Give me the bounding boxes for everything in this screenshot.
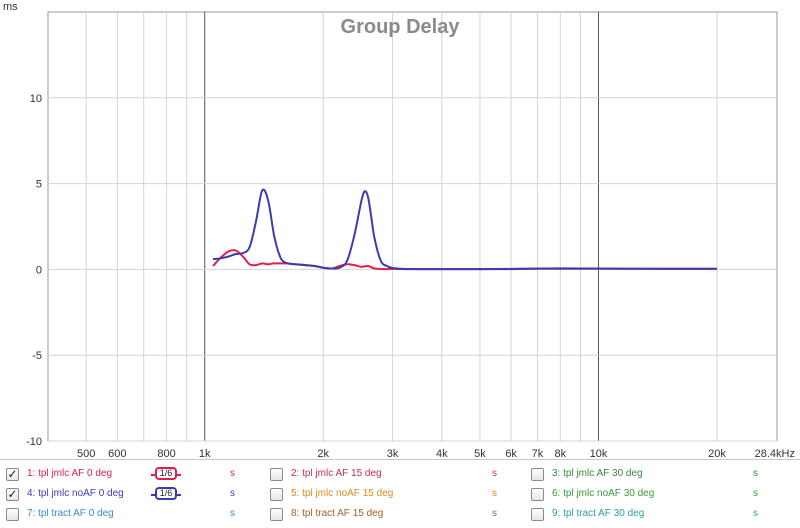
y-axis-label: ms (3, 1, 18, 13)
legend-label: 7: tpl tract AF 0 deg (27, 508, 114, 519)
legend-checkbox[interactable] (6, 508, 19, 521)
legend-unit: s (230, 508, 235, 519)
x-tick-label: 28.4kHz (755, 448, 795, 459)
series-lines (212, 188, 717, 271)
legend-label: 4: tpl jmlc noAF 0 deg (27, 488, 124, 499)
smoothing-button[interactable]: 1/6 (151, 487, 181, 500)
x-tick-label: 600 (108, 448, 126, 459)
series-line-2 (212, 188, 717, 271)
legend-label: 8: tpl tract AF 15 deg (291, 508, 384, 519)
plot-area (47, 11, 778, 442)
y-tick-label: -10 (26, 436, 42, 448)
legend-item: 6: tpl jmlc noAF 30 deg s (531, 485, 781, 503)
legend-unit: s (230, 488, 235, 499)
legend-label: 5: tpl jmlc noAF 15 deg (291, 488, 394, 499)
y-tick-label: -5 (32, 350, 42, 362)
x-tick-label: 3k (387, 448, 399, 459)
x-tick-label: 10k (590, 448, 608, 459)
x-tick-label: 4k (436, 448, 448, 459)
legend-label: 3: tpl jmlc AF 30 deg (552, 468, 643, 479)
legend-label: 9: tpl tract AF 30 deg (552, 508, 645, 519)
legend-checkbox[interactable]: ✓ (6, 467, 19, 481)
tick-labels: 10 5 0 -5 -10 500 600 800 1k 2k 3k 4k 5k 6k 7k 8k 10k 20k… (26, 93, 795, 459)
y-tick-label: 10 (30, 93, 42, 105)
legend-checkbox[interactable] (270, 488, 283, 501)
legend-unit: s (753, 488, 758, 499)
x-tick-label: 8k (555, 448, 567, 459)
legend-label: 1: tpl jmlc AF 0 deg (27, 468, 113, 479)
legend-unit: s (492, 488, 497, 499)
x-tick-label: 6k (505, 448, 517, 459)
x-tick-label: 20k (708, 448, 726, 459)
legend-unit: s (230, 468, 235, 479)
grid-lines (48, 12, 777, 442)
legend-label: 2: tpl jmlc AF 15 deg (291, 468, 382, 479)
x-tick-label: 800 (157, 448, 175, 459)
legend-unit: s (753, 508, 758, 519)
y-tick-label: 5 (36, 179, 42, 191)
legend-item: 5: tpl jmlc noAF 15 deg s (270, 485, 520, 503)
smoothing-label: 1/6 (154, 487, 178, 500)
legend-panel: ✓ 1: tpl jmlc AF 0 deg 1/6 s 2: tpl jmlc AF … (0, 459, 800, 528)
x-tick-label: 1k (199, 448, 211, 459)
legend-checkbox[interactable] (270, 468, 283, 481)
legend-item: 7: tpl tract AF 0 deg s (6, 505, 256, 523)
legend-checkbox[interactable] (270, 508, 283, 521)
legend-item: ✓ 1: tpl jmlc AF 0 deg 1/6 s (6, 465, 256, 483)
legend-item: 2: tpl jmlc AF 15 deg s (270, 465, 520, 483)
legend-item: ✓ 4: tpl jmlc noAF 0 deg 1/6 s (6, 485, 256, 503)
legend-item: 8: tpl tract AF 15 deg s (270, 505, 520, 523)
legend-checkbox[interactable] (531, 508, 544, 521)
smoothing-button[interactable]: 1/6 (151, 467, 181, 480)
group-delay-chart: 10 5 0 -5 -10 500 600 800 1k 2k 3k 4k 5k 6k 7k 8k 10k 20k… (3, 1, 795, 459)
smoothing-label: 1/6 (154, 467, 178, 480)
legend-checkbox[interactable] (531, 468, 544, 481)
chart-title: Group Delay (341, 16, 461, 38)
legend-checkbox[interactable] (531, 488, 544, 501)
legend-unit: s (492, 508, 497, 519)
legend-unit: s (753, 468, 758, 479)
legend-unit: s (492, 468, 497, 479)
x-tick-label: 5k (474, 448, 486, 459)
legend-item: 9: tpl tract AF 30 deg s (531, 505, 781, 523)
y-tick-label: 0 (36, 264, 42, 276)
x-tick-label: 500 (77, 448, 95, 459)
legend-label: 6: tpl jmlc noAF 30 deg (552, 488, 655, 499)
x-tick-label: 2k (317, 448, 329, 459)
legend-item: 3: tpl jmlc AF 30 deg s (531, 465, 781, 483)
x-tick-label: 7k (532, 448, 544, 459)
legend-checkbox[interactable]: ✓ (6, 487, 19, 501)
